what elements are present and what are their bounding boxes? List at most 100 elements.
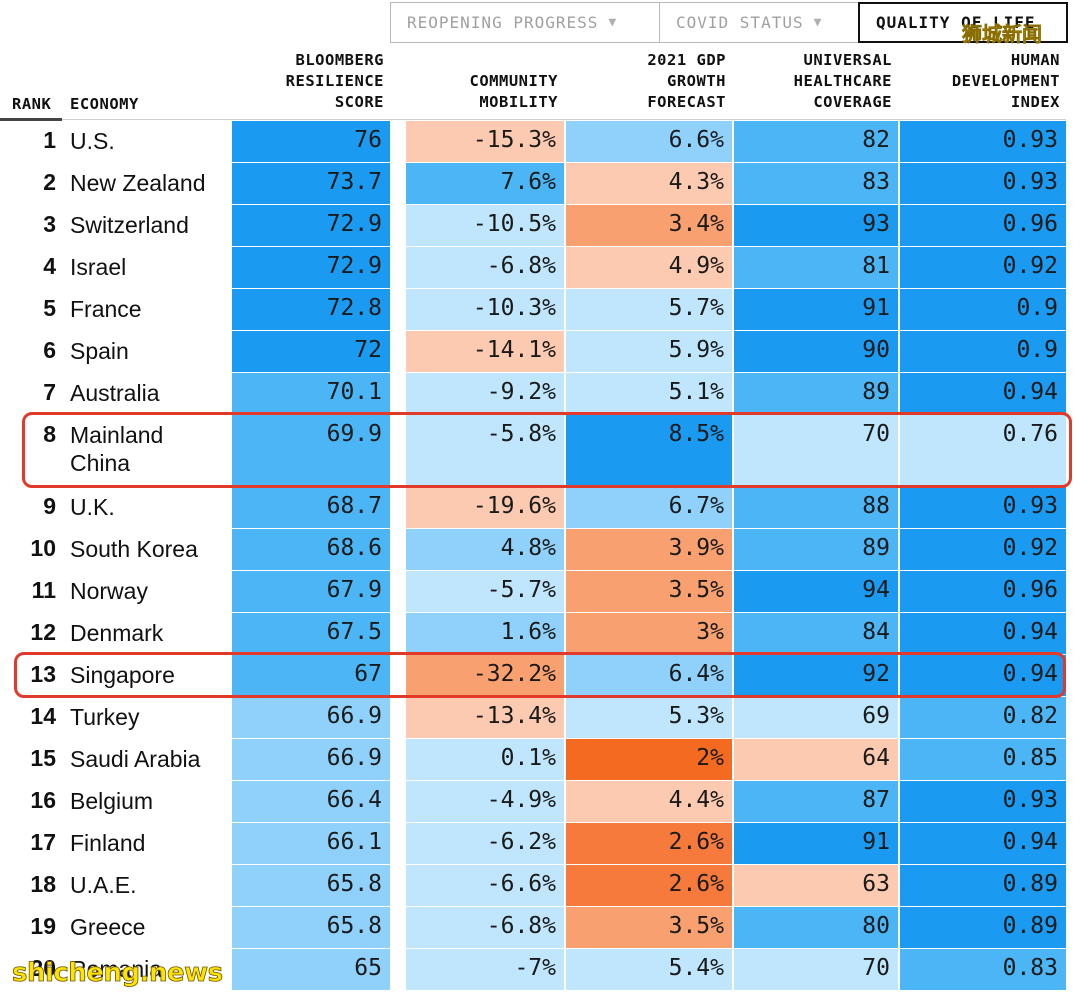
table-row[interactable]: 9 U.K. 68.7 -19.6% 6.7% 88 0.93 <box>0 486 1080 528</box>
healthcare-coverage-cell: 70 <box>734 415 898 486</box>
healthcare-coverage-cell: 90 <box>734 331 898 372</box>
healthcare-coverage-cell: 81 <box>734 247 898 288</box>
community-mobility-cell: -4.9% <box>406 781 564 822</box>
economy-cell: South Korea <box>70 536 198 562</box>
table-row[interactable]: 6 Spain 72 -14.1% 5.9% 90 0.9 <box>0 330 1080 372</box>
table-row[interactable]: 11 Norway 67.9 -5.7% 3.5% 94 0.96 <box>0 570 1080 612</box>
healthcare-coverage-cell: 84 <box>734 613 898 654</box>
human-development-index-cell: 0.9 <box>900 289 1066 330</box>
healthcare-coverage-cell: 83 <box>734 163 898 204</box>
resilience-score-cell: 66.9 <box>232 739 390 780</box>
column-header-resilience-score[interactable]: BLOOMBERG RESILIENCE SCORE <box>285 51 384 111</box>
human-development-index-cell: 0.76 <box>900 415 1066 486</box>
healthcare-coverage-cell: 69 <box>734 697 898 738</box>
gdp-forecast-cell: 6.4% <box>566 655 732 696</box>
community-mobility-cell: 4.8% <box>406 529 564 570</box>
filter-tabs: REOPENING PROGRESS ▼ COVID STATUS ▼ QUAL… <box>390 2 1068 43</box>
human-development-index-cell: 0.93 <box>900 163 1066 204</box>
community-mobility-cell: 0.1% <box>406 739 564 780</box>
table-row[interactable]: 2 New Zealand 73.7 7.6% 4.3% 83 0.93 <box>0 162 1080 204</box>
table-row[interactable]: 10 South Korea 68.6 4.8% 3.9% 89 0.92 <box>0 528 1080 570</box>
economy-cell: Denmark <box>70 620 164 646</box>
column-header-human-development-index[interactable]: HUMAN DEVELOPMENT INDEX <box>951 51 1060 111</box>
table-row[interactable]: 17 Finland 66.1 -6.2% 2.6% 91 0.94 <box>0 822 1080 864</box>
table-row[interactable]: 13 Singapore 67 -32.2% 6.4% 92 0.94 <box>0 654 1080 696</box>
human-development-index-cell: 0.94 <box>900 655 1066 696</box>
community-mobility-cell: -5.8% <box>406 415 564 486</box>
economy-cell: Singapore <box>70 662 175 688</box>
table-row[interactable]: 8 Mainland China 69.9 -5.8% 8.5% 70 0.76 <box>0 414 1080 486</box>
tab-quality-of-life[interactable]: QUALITY OF LIFE <box>858 2 1068 43</box>
column-header-community-mobility[interactable]: COMMUNITY MOBILITY <box>469 72 558 111</box>
table-row[interactable]: 14 Turkey 66.9 -13.4% 5.3% 69 0.82 <box>0 696 1080 738</box>
header-divider <box>62 119 1066 120</box>
rank-cell: 20 <box>30 955 56 981</box>
rank-cell: 3 <box>43 211 56 237</box>
economy-cell: Romania <box>70 956 163 982</box>
table-row[interactable]: 4 Israel 72.9 -6.8% 4.9% 81 0.92 <box>0 246 1080 288</box>
community-mobility-cell: -6.8% <box>406 907 564 948</box>
table-row[interactable]: 5 France 72.8 -10.3% 5.7% 91 0.9 <box>0 288 1080 330</box>
table-row[interactable]: 1 U.S. 76 -15.3% 6.6% 82 0.93 <box>0 120 1080 162</box>
tab-covid-status[interactable]: COVID STATUS ▼ <box>659 2 859 43</box>
column-header-economy[interactable]: ECONOMY <box>70 95 139 113</box>
table-row[interactable]: 3 Switzerland 72.9 -10.5% 3.4% 93 0.96 <box>0 204 1080 246</box>
column-header-rank[interactable]: RANK <box>12 95 52 113</box>
resilience-score-cell: 70.1 <box>232 373 390 414</box>
resilience-score-cell: 67.9 <box>232 571 390 612</box>
economy-cell: Saudi Arabia <box>70 746 201 772</box>
community-mobility-cell: -13.4% <box>406 697 564 738</box>
community-mobility-cell: -5.7% <box>406 571 564 612</box>
community-mobility-cell: -7% <box>406 949 564 990</box>
community-mobility-cell: -6.8% <box>406 247 564 288</box>
resilience-score-cell: 72 <box>232 331 390 372</box>
healthcare-coverage-cell: 91 <box>734 289 898 330</box>
human-development-index-cell: 0.89 <box>900 907 1066 948</box>
rank-cell: 14 <box>30 703 56 729</box>
economy-cell: Israel <box>70 254 127 280</box>
rank-cell: 16 <box>30 787 56 813</box>
resilience-score-cell: 66.4 <box>232 781 390 822</box>
column-header-healthcare-coverage[interactable]: UNIVERSAL HEALTHCARE COVERAGE <box>793 51 892 111</box>
resilience-score-cell: 66.9 <box>232 697 390 738</box>
human-development-index-cell: 0.93 <box>900 781 1066 822</box>
column-header-gdp-forecast[interactable]: 2021 GDP GROWTH FORECAST <box>647 51 726 111</box>
rank-cell: 12 <box>30 619 56 645</box>
community-mobility-cell: -10.5% <box>406 205 564 246</box>
economy-cell: France <box>70 296 142 322</box>
gdp-forecast-cell: 3% <box>566 613 732 654</box>
human-development-index-cell: 0.85 <box>900 739 1066 780</box>
gdp-forecast-cell: 5.7% <box>566 289 732 330</box>
economy-cell: Turkey <box>70 704 140 730</box>
resilience-score-cell: 68.6 <box>232 529 390 570</box>
healthcare-coverage-cell: 87 <box>734 781 898 822</box>
table-row[interactable]: 19 Greece 65.8 -6.8% 3.5% 80 0.89 <box>0 906 1080 948</box>
gdp-forecast-cell: 3.9% <box>566 529 732 570</box>
healthcare-coverage-cell: 88 <box>734 487 898 528</box>
resilience-score-cell: 67.5 <box>232 613 390 654</box>
gdp-forecast-cell: 3.4% <box>566 205 732 246</box>
tab-reopening-progress[interactable]: REOPENING PROGRESS ▼ <box>390 2 660 43</box>
table-row[interactable]: 20 Romania 65 -7% 5.4% 70 0.83 <box>0 948 1080 990</box>
table-row[interactable]: 18 U.A.E. 65.8 -6.6% 2.6% 63 0.89 <box>0 864 1080 906</box>
community-mobility-cell: -9.2% <box>406 373 564 414</box>
human-development-index-cell: 0.83 <box>900 949 1066 990</box>
resilience-score-cell: 76 <box>232 121 390 162</box>
table-row[interactable]: 7 Australia 70.1 -9.2% 5.1% 89 0.94 <box>0 372 1080 414</box>
filter-icon: ▼ <box>608 15 618 30</box>
tab-label: REOPENING PROGRESS <box>407 13 599 32</box>
sort-indicator-rule <box>0 118 62 121</box>
gdp-forecast-cell: 5.3% <box>566 697 732 738</box>
rank-cell: 7 <box>43 379 56 405</box>
table-row[interactable]: 16 Belgium 66.4 -4.9% 4.4% 87 0.93 <box>0 780 1080 822</box>
economy-cell: Spain <box>70 338 129 364</box>
rank-cell: 4 <box>43 253 56 279</box>
table-row[interactable]: 15 Saudi Arabia 66.9 0.1% 2% 64 0.85 <box>0 738 1080 780</box>
table-row[interactable]: 12 Denmark 67.5 1.6% 3% 84 0.94 <box>0 612 1080 654</box>
rank-cell: 11 <box>31 577 56 603</box>
economy-cell: Finland <box>70 830 146 856</box>
rank-cell: 5 <box>43 295 56 321</box>
human-development-index-cell: 0.94 <box>900 823 1066 864</box>
gdp-forecast-cell: 8.5% <box>566 415 732 486</box>
rank-cell: 15 <box>30 745 56 771</box>
